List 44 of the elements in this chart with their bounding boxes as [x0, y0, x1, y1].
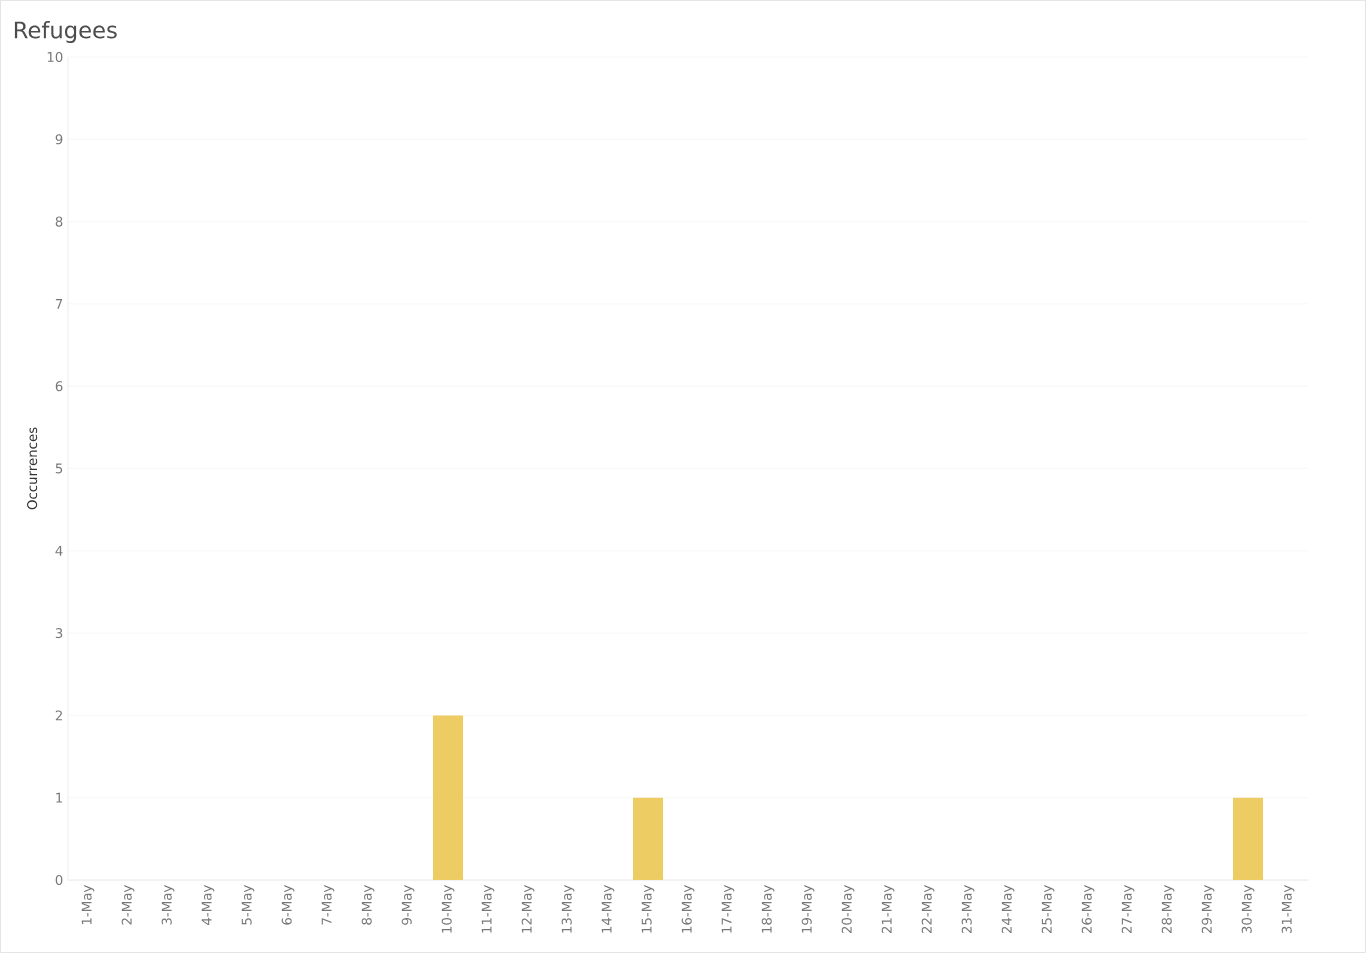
x-tick-label: 25-May — [1041, 885, 1055, 934]
x-tick-label: 3-May — [161, 885, 175, 925]
chart-title: Refugees — [14, 21, 117, 43]
x-tick-label: 1-May — [81, 885, 95, 925]
y-tick-label: 1 — [56, 792, 63, 803]
x-tick-label: 27-May — [1121, 885, 1135, 934]
x-tick-label: 7-May — [321, 885, 335, 925]
y-tick-label: 0 — [55, 874, 63, 886]
y-tick-label: 4 — [55, 545, 63, 556]
x-tick-label: 24-May — [1001, 885, 1015, 934]
y-tick-label: 10 — [47, 51, 63, 63]
x-tick-label: 2-May — [121, 885, 135, 925]
x-tick-label: 19-May — [801, 885, 815, 933]
x-tick-label: 17-May — [721, 885, 735, 933]
x-tick-label: 9-May — [401, 885, 415, 925]
x-tick-label: 4-May — [201, 885, 215, 925]
x-tick-label: 15-May — [641, 885, 655, 933]
x-tick-label: 16-May — [681, 885, 695, 933]
x-tick-label: 30-May — [1241, 885, 1255, 934]
y-tick-label: 9 — [55, 134, 63, 145]
x-tick-label: 22-May — [921, 885, 935, 934]
x-tick-label: 14-May — [601, 885, 615, 933]
y-tick-label: 6 — [55, 381, 63, 392]
y-tick-label: 8 — [55, 216, 63, 227]
x-tick-label: 29-May — [1201, 885, 1215, 934]
y-tick-label: 5 — [55, 463, 63, 474]
x-tick-label: 12-May — [521, 885, 535, 933]
x-tick-label: 13-May — [561, 885, 575, 933]
x-tick-label: 21-May — [881, 885, 895, 934]
x-tick-label: 20-May — [841, 885, 855, 934]
x-tick-label: 23-May — [961, 885, 975, 934]
y-tick-label: 2 — [55, 710, 62, 721]
x-tick-label: 6-May — [281, 885, 295, 925]
x-tick-label: 26-May — [1081, 885, 1095, 934]
x-tick-label: 28-May — [1161, 885, 1175, 934]
x-tick-label: 10-May — [441, 885, 455, 933]
y-tick-label: 3 — [55, 628, 63, 639]
x-tick-label: 31-May — [1281, 885, 1295, 934]
x-tick-label: 8-May — [361, 885, 375, 925]
x-tick-label: 18-May — [761, 885, 775, 933]
y-axis-title: Occurrences — [27, 427, 38, 510]
x-tick-label: 11-May — [481, 885, 495, 933]
x-tick-label: 5-May — [241, 885, 255, 925]
y-tick-label: 7 — [55, 299, 63, 309]
